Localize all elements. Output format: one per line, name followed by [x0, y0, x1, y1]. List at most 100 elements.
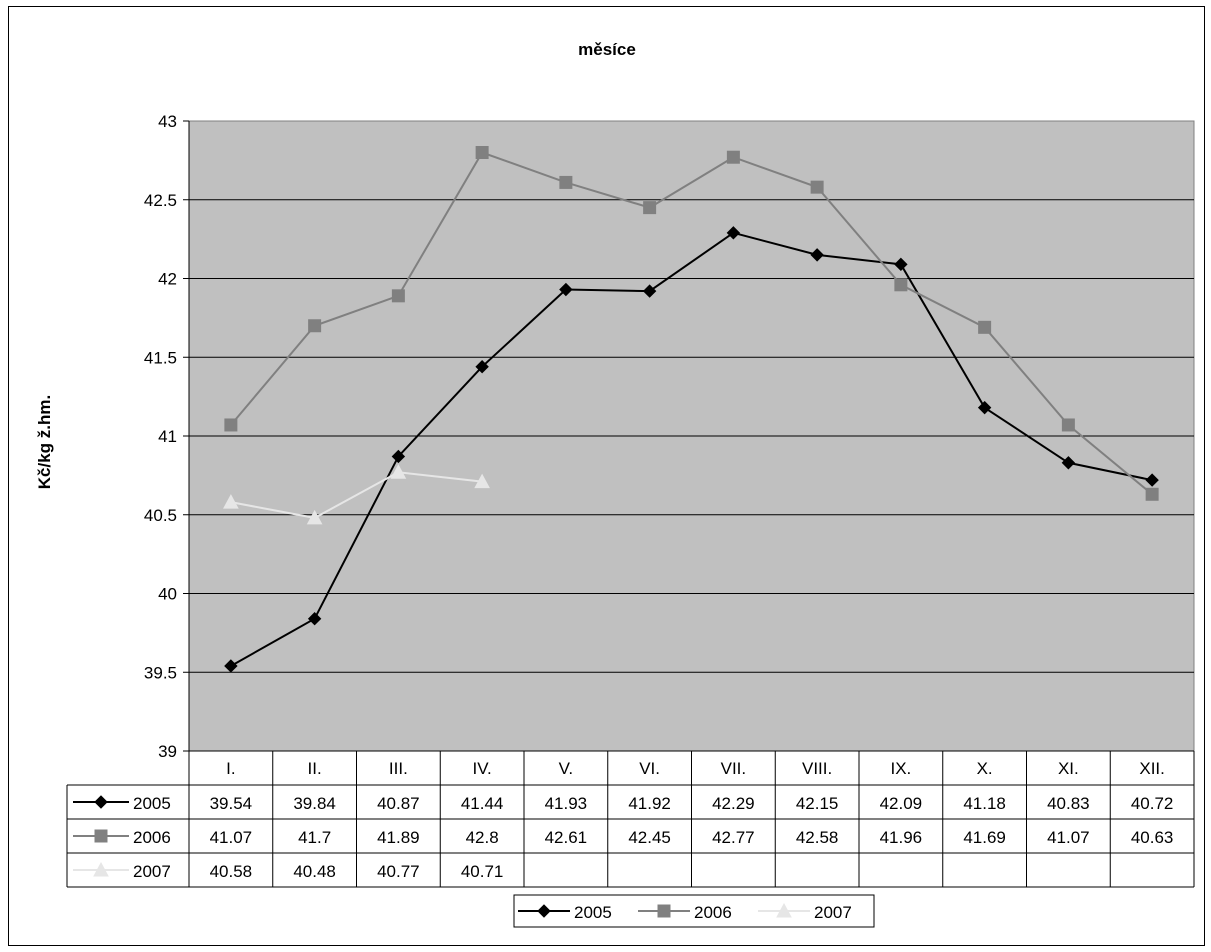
table-cell: 42.77 [712, 828, 755, 847]
table-cell: 39.54 [210, 794, 253, 813]
data-point-2006 [643, 201, 657, 215]
data-table: I. II. III. IV. V. VI. VII. VIII. IX. X. XI. XII. 20… [66, 750, 1195, 888]
legend-marker-2007 [776, 902, 792, 918]
data-point-2007 [223, 494, 239, 509]
series-line-2007 [230, 471, 483, 519]
data-point-2006 [726, 150, 740, 164]
data-point-2006 [391, 289, 405, 303]
data-point-2005 [307, 611, 322, 626]
row-label-2007: 2007 [133, 862, 171, 881]
table-cell: 41.44 [461, 794, 504, 813]
row-label-2005: 2005 [133, 794, 171, 813]
y-tick-label: 41 [158, 427, 177, 446]
table-cell: 40.77 [377, 862, 420, 881]
data-point-2005 [475, 359, 489, 374]
table-cell: 40.83 [1047, 794, 1090, 813]
data-point-2006 [308, 319, 322, 333]
y-tick-label: 40.5 [144, 506, 177, 525]
row-key-marker-2005 [94, 795, 108, 809]
data-point-2005 [642, 284, 657, 298]
y-axis-label: Kč/kg ž.hm. [35, 395, 54, 489]
x-tick-label: IX. [890, 759, 911, 778]
data-point-2005 [1145, 473, 1159, 487]
table-cell: 42.8 [466, 828, 499, 847]
table-cell: 41.7 [298, 828, 331, 847]
data-point-2005 [726, 226, 741, 240]
y-tick-label: 42 [158, 270, 177, 289]
table-cell: 41.96 [880, 828, 923, 847]
table-cell: 42.45 [628, 828, 671, 847]
row-label-2006: 2006 [133, 828, 171, 847]
y-tick-label: 41.5 [144, 348, 177, 367]
data-point-2005 [894, 257, 908, 272]
table-cell: 40.58 [210, 862, 253, 881]
table-cell: 41.69 [963, 828, 1006, 847]
y-tick-label: 39.5 [144, 663, 177, 682]
data-point-2006 [1145, 487, 1159, 501]
chart-svg: měsíce Kč/kg ž.hm. 39 39.5 40 40.5 41 41.5 42 4… [35, 40, 1195, 928]
series-2006 [224, 146, 1159, 501]
data-point-2006 [1061, 418, 1075, 432]
legend-label-2006: 2006 [694, 903, 732, 922]
legend: 2005 2006 2007 [513, 894, 875, 928]
x-tick-label: III. [389, 759, 408, 778]
x-tick-label: II. [308, 759, 322, 778]
table-cell: 42.58 [796, 828, 839, 847]
table-cell: 42.61 [545, 828, 588, 847]
table-cell: 40.48 [293, 862, 336, 881]
data-point-2006 [559, 175, 573, 189]
table-cell: 41.92 [628, 794, 671, 813]
table-cell: 41.07 [1047, 828, 1090, 847]
x-tick-label: X. [977, 759, 993, 778]
legend-label-2005: 2005 [574, 903, 612, 922]
series-2005 [224, 226, 1159, 673]
row-key-marker-2006 [94, 829, 108, 843]
table-cell: 40.87 [377, 794, 420, 813]
legend-marker-2005 [537, 904, 551, 918]
x-tick-label: XII. [1139, 759, 1165, 778]
row-key-marker-2007 [93, 861, 109, 877]
series-2007 [223, 464, 490, 525]
data-point-2006 [978, 320, 992, 334]
data-point-2005 [1061, 456, 1076, 470]
data-point-2006 [475, 146, 489, 159]
data-point-2006 [224, 418, 238, 432]
series-line-2006 [230, 151, 1153, 496]
table-cell: 40.63 [1131, 828, 1174, 847]
table-cell: 42.15 [796, 794, 839, 813]
table-cell: 42.09 [880, 794, 923, 813]
x-tick-label: IV. [473, 759, 492, 778]
data-point-2007 [390, 464, 407, 479]
data-point-2006 [810, 180, 824, 194]
y-tick-label: 39 [158, 742, 177, 761]
chart-frame: měsíce Kč/kg ž.hm. 39 39.5 40 40.5 41 41.5 42 4… [8, 6, 1205, 946]
table-cell: 39.84 [293, 794, 336, 813]
x-tick-label: VI. [639, 759, 660, 778]
data-point-2005 [391, 449, 406, 464]
data-point-2005 [559, 282, 573, 297]
table-cell: 41.18 [963, 794, 1006, 813]
table-cell: 41.07 [210, 828, 253, 847]
data-point-2006 [894, 278, 908, 292]
x-tick-label: VIII. [802, 759, 832, 778]
y-tick-label: 42.5 [144, 191, 177, 210]
series-line-2005 [230, 231, 1153, 667]
table-cell: 41.89 [377, 828, 420, 847]
legend-label-2007: 2007 [814, 903, 852, 922]
table-cell: 41.93 [545, 794, 588, 813]
data-point-2007 [306, 509, 323, 525]
data-point-2005 [810, 248, 824, 262]
table-cell: 40.71 [461, 862, 504, 881]
chart-title: měsíce [578, 40, 636, 59]
table-cell: 42.29 [712, 794, 755, 813]
x-tick-label: VII. [721, 759, 747, 778]
legend-marker-2006 [657, 904, 671, 918]
data-point-2005 [977, 400, 992, 415]
y-tick-label: 40 [158, 585, 177, 604]
x-tick-label: I. [226, 759, 235, 778]
data-point-2005 [224, 659, 238, 673]
x-tick-label: XI. [1058, 759, 1079, 778]
x-tick-label: V. [559, 759, 574, 778]
table-cell: 40.72 [1131, 794, 1174, 813]
y-tick-label: 43 [158, 112, 177, 131]
